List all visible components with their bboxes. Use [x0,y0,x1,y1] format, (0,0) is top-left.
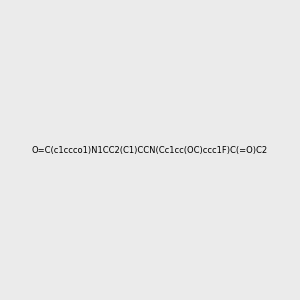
Text: O=C(c1ccco1)N1CC2(C1)CCN(Cc1cc(OC)ccc1F)C(=O)C2: O=C(c1ccco1)N1CC2(C1)CCN(Cc1cc(OC)ccc1F)… [32,146,268,154]
